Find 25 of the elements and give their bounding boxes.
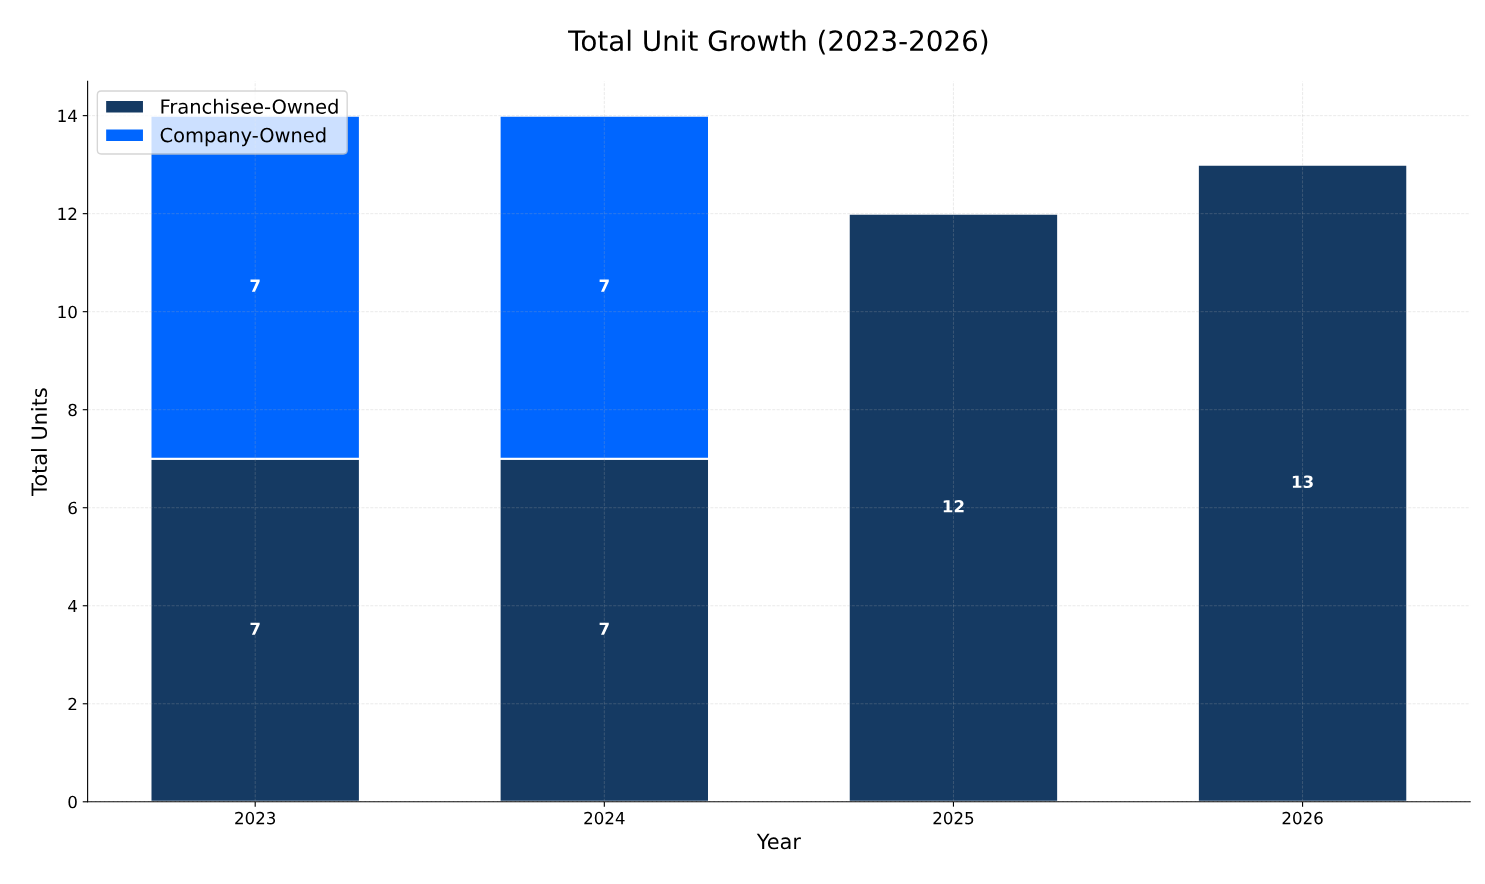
chart-title: Total Unit Growth (2023-2026) (568, 29, 988, 55)
data-label: 13 (1292, 475, 1313, 489)
x-axis-title: Year (756, 833, 801, 850)
data-label: 7 (250, 279, 260, 292)
data-label: 7 (599, 622, 609, 635)
x-tick-label: 2023 (235, 811, 276, 825)
y-axis-title: Total Units (30, 388, 48, 496)
bar (847, 212, 1060, 802)
legend-label: Franchisee-Owned (161, 98, 338, 114)
bar (1196, 163, 1409, 802)
y-tick-label: 2 (68, 697, 77, 711)
x-tick-label: 2025 (933, 811, 974, 825)
x-tick-label: 2024 (584, 811, 625, 825)
y-tick-label: 10 (58, 305, 77, 319)
data-label: 7 (250, 622, 260, 635)
data-label: 12 (943, 499, 964, 513)
data-label: 7 (599, 279, 609, 292)
legend-label: Company-Owned (160, 127, 326, 147)
y-tick-label: 0 (68, 795, 77, 809)
x-tick-label: 2026 (1282, 811, 1323, 825)
y-tick-label: 6 (68, 501, 77, 515)
y-tick-label: 8 (68, 403, 77, 417)
y-tick-label: 4 (68, 599, 77, 613)
y-tick-label: 14 (58, 109, 77, 122)
y-tick-label: 12 (58, 207, 77, 220)
